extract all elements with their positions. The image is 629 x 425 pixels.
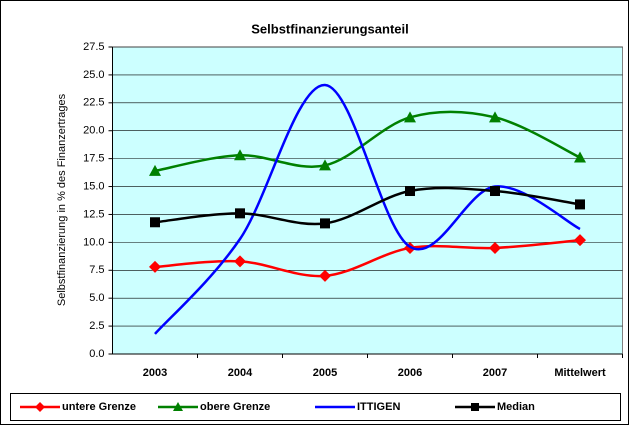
legend-box (10, 393, 621, 421)
x-tick-label: 2006 (398, 367, 422, 379)
y-tick-label: 12.5 (83, 208, 104, 220)
marker (404, 111, 416, 123)
marker (35, 402, 45, 412)
legend-label: ITTIGEN (357, 401, 400, 413)
marker (320, 218, 330, 229)
y-tick-label: 7.5 (89, 264, 104, 276)
chart-title: Selbstfinanzierungsanteil (251, 21, 408, 36)
y-tick-label: 22.5 (83, 97, 104, 109)
marker (574, 151, 586, 163)
y-tick-label: 2.5 (89, 320, 104, 332)
marker (149, 164, 161, 176)
legend-label: Median (497, 401, 535, 413)
plot-area (112, 46, 623, 355)
x-tick-label: Mittelwert (554, 367, 606, 379)
y-tick-label: 5.0 (89, 292, 104, 304)
legend-label: obere Grenze (200, 401, 270, 413)
marker (575, 199, 585, 210)
x-tick-label: 2004 (228, 367, 253, 379)
marker (490, 186, 500, 197)
marker (489, 111, 501, 123)
series-line (154, 238, 581, 278)
series-line (154, 186, 581, 226)
series-line (154, 110, 581, 173)
y-tick-label: 17.5 (83, 153, 104, 165)
legend-label: untere Grenze (62, 401, 136, 413)
marker (405, 186, 415, 197)
marker (235, 208, 245, 219)
marker (234, 255, 246, 268)
y-axis-title: Selbstfinanzierung in % des Finanzertrag… (56, 93, 68, 306)
marker (150, 217, 160, 228)
marker (234, 149, 246, 161)
y-tick-label: 10.0 (83, 236, 104, 248)
x-tick-label: 2003 (143, 367, 167, 379)
y-tick-label: 25.0 (83, 69, 104, 81)
x-tick-label: 2005 (313, 367, 337, 379)
marker (149, 260, 161, 273)
marker (489, 241, 501, 254)
x-tick-label: 2007 (483, 367, 507, 379)
y-tick-label: 15.0 (83, 180, 104, 192)
marker (471, 403, 479, 411)
y-tick-label: 0.0 (89, 348, 104, 360)
marker (574, 234, 586, 247)
legend: untere Grenze obere Grenze ITTIGEN Median (10, 393, 621, 421)
marker (319, 269, 331, 282)
marker (319, 159, 331, 171)
marker (173, 402, 183, 411)
y-tick-label: 20.0 (83, 125, 104, 137)
y-tick-label: 27.5 (83, 41, 104, 53)
